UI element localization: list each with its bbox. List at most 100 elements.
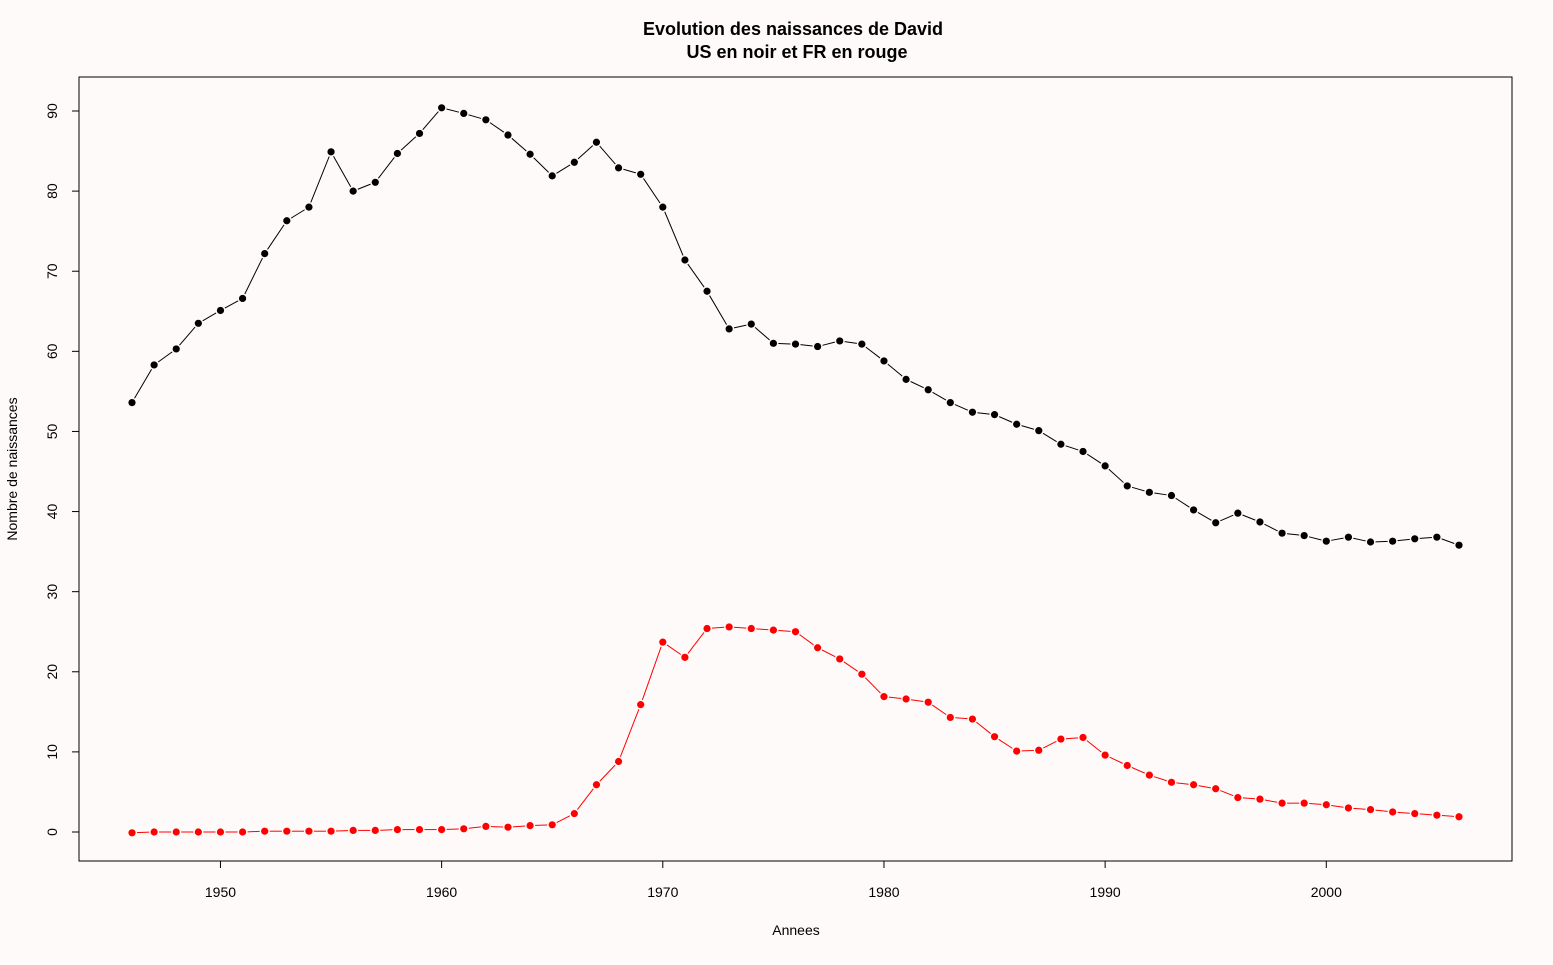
series-0-point: [1234, 510, 1241, 517]
series-0-point: [880, 357, 887, 364]
series-1-point: [703, 625, 710, 632]
x-tick-label: 1960: [426, 884, 457, 900]
y-tick-label: 90: [44, 103, 60, 119]
series-0-point: [1168, 492, 1175, 499]
y-tick-label: 0: [44, 828, 60, 836]
series-0-point: [770, 340, 777, 347]
series-0-point: [128, 399, 135, 406]
y-tick-label: 20: [44, 664, 60, 680]
series-1-point: [1146, 772, 1153, 779]
series-1-point: [1256, 796, 1263, 803]
series-1-point: [814, 644, 821, 651]
series-1-point: [748, 625, 755, 632]
series-1-point: [947, 714, 954, 721]
series-0-point: [1323, 538, 1330, 545]
series-0-point: [1013, 421, 1020, 428]
series-0-point: [659, 204, 666, 211]
series-0-point: [1212, 519, 1219, 526]
series-0-point: [1035, 427, 1042, 434]
series-1-point: [549, 821, 556, 828]
series-1-point: [571, 810, 578, 817]
series-0-point: [460, 110, 467, 117]
series-1-point: [527, 822, 534, 829]
y-tick-label: 10: [44, 744, 60, 760]
series-1-point: [394, 826, 401, 833]
series-1-point: [858, 671, 865, 678]
series-1-point: [460, 825, 467, 832]
y-tick-label: 50: [44, 423, 60, 439]
series-0-point: [416, 130, 423, 137]
series-1-point: [504, 824, 511, 831]
series-1-point: [637, 701, 644, 708]
series-0-point: [902, 376, 909, 383]
series-0-point: [571, 159, 578, 166]
series-0-point: [549, 172, 556, 179]
y-tick-label: 30: [44, 584, 60, 600]
series-0-point: [1367, 538, 1374, 545]
series-1-point: [1124, 762, 1131, 769]
series-0-point: [283, 217, 290, 224]
series-1-point: [350, 827, 357, 834]
series-0-point: [1278, 530, 1285, 537]
series-1-point: [128, 829, 135, 836]
series-1-point: [991, 733, 998, 740]
series-1-point: [681, 654, 688, 661]
series-0-point: [1389, 538, 1396, 545]
x-tick-label: 2000: [1311, 884, 1342, 900]
series-0-point: [637, 171, 644, 178]
chart-title-line-1: Evolution des naissances de David: [643, 19, 943, 39]
series-0-point: [991, 411, 998, 418]
x-axis-label: Annees: [772, 922, 819, 938]
series-1-point: [1345, 804, 1352, 811]
x-tick-label: 1990: [1090, 884, 1121, 900]
series-1-point: [1168, 779, 1175, 786]
series-0-point: [858, 341, 865, 348]
series-0-point: [151, 361, 158, 368]
series-1-point: [770, 627, 777, 634]
x-tick-label: 1950: [205, 884, 236, 900]
series-1-point: [836, 655, 843, 662]
y-tick-label: 80: [44, 183, 60, 199]
series-0-point: [305, 204, 312, 211]
series-1-point: [726, 623, 733, 630]
y-tick-label: 40: [44, 504, 60, 520]
series-0-point: [1190, 506, 1197, 513]
series-0-point: [814, 343, 821, 350]
series-0-point: [1146, 489, 1153, 496]
series-0-point: [350, 188, 357, 195]
series-0-point: [173, 345, 180, 352]
series-1-point: [1102, 751, 1109, 758]
series-1-point: [173, 828, 180, 835]
series-0-point: [703, 288, 710, 295]
series-1-point: [1212, 785, 1219, 792]
series-0-point: [504, 131, 511, 138]
series-0-point: [1301, 532, 1308, 539]
chart-title-line-2: US en noir et FR en rouge: [686, 42, 907, 62]
series-1-point: [1411, 810, 1418, 817]
series-0-point: [593, 139, 600, 146]
series-1-point: [438, 826, 445, 833]
series-1-point: [239, 828, 246, 835]
series-0-point: [1102, 462, 1109, 469]
series-1-point: [1389, 808, 1396, 815]
x-tick-label: 1980: [868, 884, 899, 900]
series-0-point: [195, 320, 202, 327]
series-1-point: [925, 699, 932, 706]
series-0-point: [261, 250, 268, 257]
series-0-point: [1411, 535, 1418, 542]
series-0-point: [1057, 441, 1064, 448]
series-0-point: [1256, 518, 1263, 525]
series-1-point: [902, 695, 909, 702]
series-1-point: [283, 828, 290, 835]
series-0-point: [482, 116, 489, 123]
series-1-point: [1301, 800, 1308, 807]
series-0-point: [1455, 542, 1462, 549]
series-1-point: [151, 828, 158, 835]
series-0-point: [748, 320, 755, 327]
series-1-point: [615, 758, 622, 765]
series-1-point: [1057, 735, 1064, 742]
series-1-point: [1455, 813, 1462, 820]
